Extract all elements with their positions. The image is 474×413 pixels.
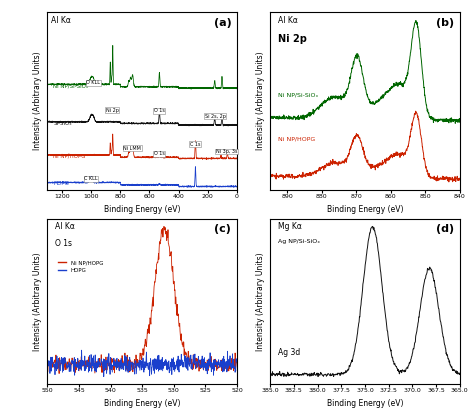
- Text: Si 2s, 2p: Si 2s, 2p: [205, 114, 226, 119]
- Text: Ni 2p: Ni 2p: [278, 34, 307, 44]
- Y-axis label: Intensity (Arbitrary Units): Intensity (Arbitrary Units): [255, 252, 264, 351]
- Text: Mg Kα: Mg Kα: [278, 222, 301, 231]
- Text: O KLL: O KLL: [86, 80, 100, 85]
- Text: Al Kα: Al Kα: [55, 222, 75, 231]
- Text: Ni NP/HOPG: Ni NP/HOPG: [53, 154, 86, 159]
- Text: C KLL: C KLL: [84, 176, 98, 181]
- Text: Ag NP/Si-SiOₓ: Ag NP/Si-SiOₓ: [278, 239, 320, 244]
- Text: Ni NP/Si-SiOₓ: Ni NP/Si-SiOₓ: [278, 92, 318, 97]
- Y-axis label: Intensity (Arbitrary Units): Intensity (Arbitrary Units): [33, 52, 42, 150]
- Y-axis label: Intensity (Arbitrary Units): Intensity (Arbitrary Units): [255, 52, 264, 150]
- Text: HOPG: HOPG: [53, 181, 69, 187]
- Text: Al Kα: Al Kα: [278, 16, 298, 25]
- Text: Ni NP/Si-SiOₓ: Ni NP/Si-SiOₓ: [53, 83, 89, 88]
- Text: (d): (d): [436, 224, 454, 234]
- Text: Si-SiOₓ: Si-SiOₓ: [53, 121, 72, 126]
- Y-axis label: Intensity (Arbitrary Units): Intensity (Arbitrary Units): [33, 252, 42, 351]
- X-axis label: Binding Energy (eV): Binding Energy (eV): [327, 399, 403, 408]
- Text: Ni LMM: Ni LMM: [123, 146, 141, 151]
- Text: (b): (b): [436, 18, 454, 28]
- Text: Al Kα: Al Kα: [51, 16, 71, 25]
- Text: Ni 2p: Ni 2p: [106, 108, 119, 113]
- Text: Ni 3p, 3s: Ni 3p, 3s: [216, 149, 237, 154]
- Legend: Ni NP/HOPG, HOPG: Ni NP/HOPG, HOPG: [56, 258, 106, 275]
- X-axis label: Binding Energy (eV): Binding Energy (eV): [104, 205, 181, 214]
- Text: (c): (c): [214, 224, 231, 234]
- Text: Ag 3d: Ag 3d: [278, 348, 300, 357]
- X-axis label: Binding Energy (eV): Binding Energy (eV): [327, 205, 403, 214]
- Text: (a): (a): [214, 18, 231, 28]
- Text: C 1s: C 1s: [190, 142, 200, 147]
- Text: O 1s: O 1s: [55, 239, 72, 248]
- Text: Ni NP/HOPG: Ni NP/HOPG: [278, 137, 315, 142]
- Text: O 1s: O 1s: [154, 108, 164, 113]
- X-axis label: Binding Energy (eV): Binding Energy (eV): [104, 399, 181, 408]
- Text: O 1s: O 1s: [154, 151, 164, 157]
